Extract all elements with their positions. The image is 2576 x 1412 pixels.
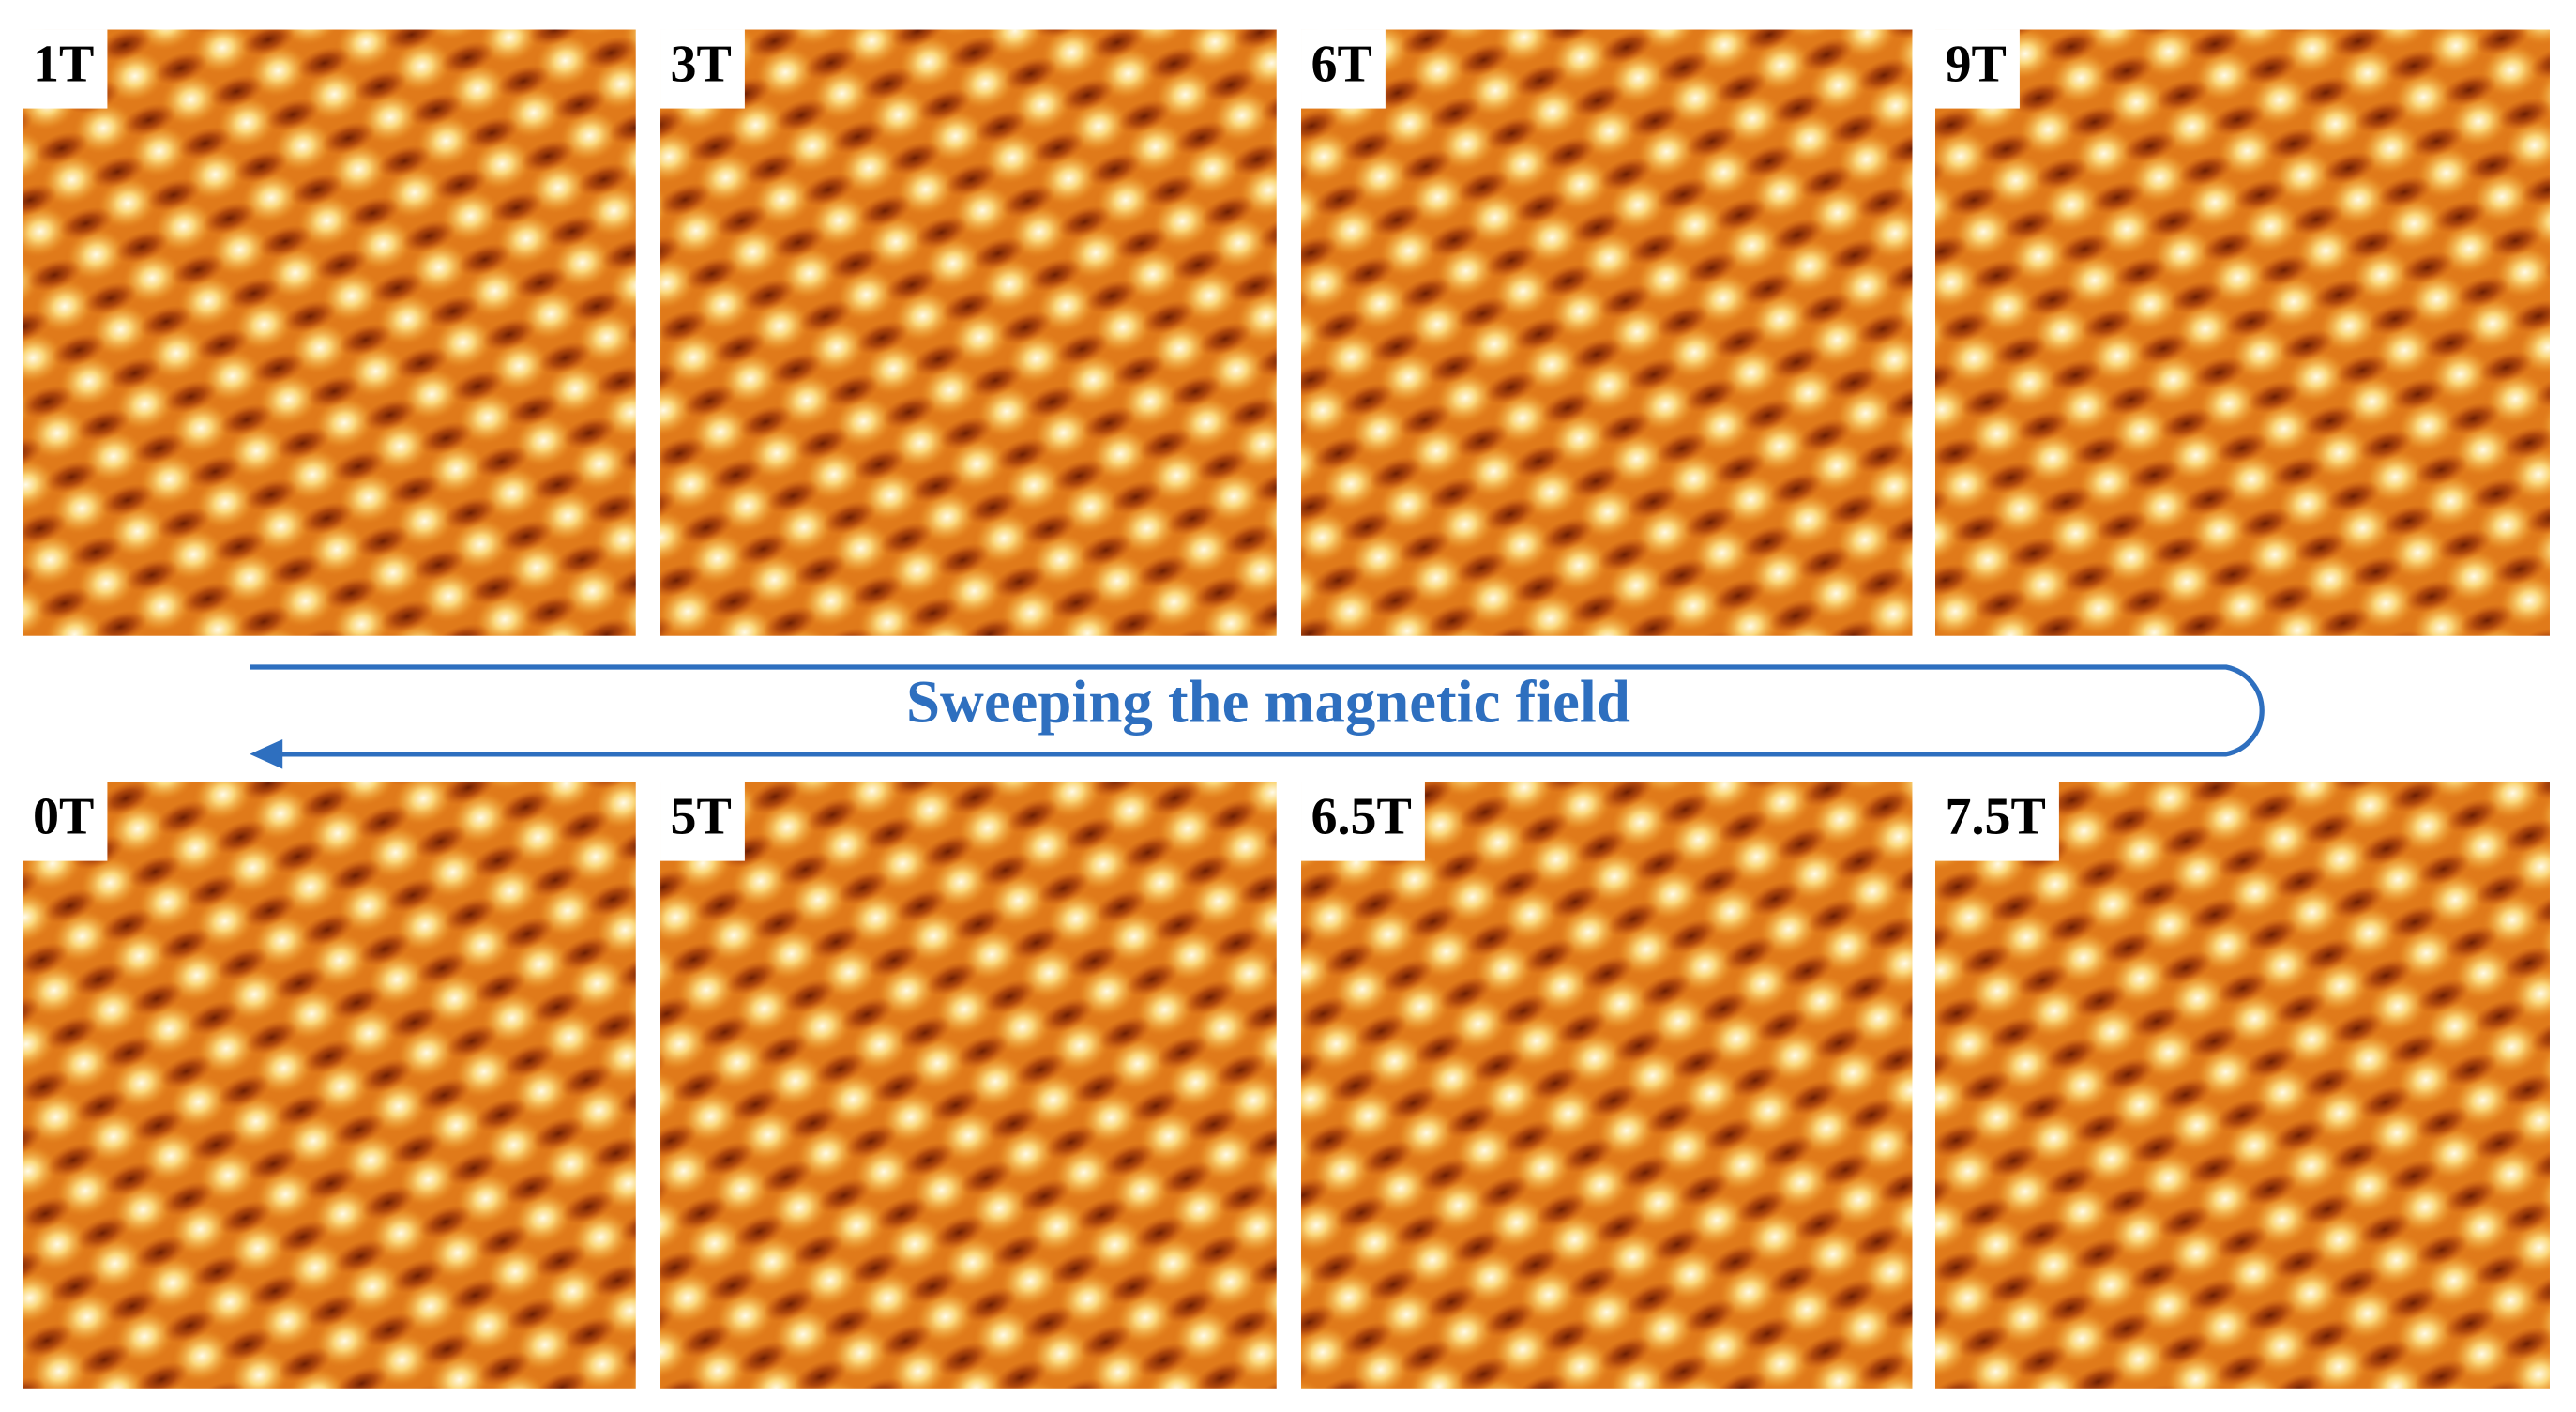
stm-panel: 6.5T <box>1301 782 1913 1389</box>
sweep-caption: Sweeping the magnetic field <box>906 669 1630 736</box>
panel-label: 0T <box>33 787 94 845</box>
stm-image <box>660 29 1277 636</box>
stm-image <box>1935 782 2550 1389</box>
stm-image <box>660 782 1277 1389</box>
stm-image <box>1301 29 1913 636</box>
label-box <box>1301 782 1425 861</box>
stm-panel: 9T <box>1935 29 2550 636</box>
panel-label: 1T <box>33 35 94 93</box>
stm-panel: 7.5T <box>1935 782 2550 1389</box>
stm-panel: 1T <box>23 29 636 636</box>
label-box <box>1301 29 1386 109</box>
panel-label: 9T <box>1946 35 2007 93</box>
panel-label: 5T <box>671 787 732 845</box>
panel-label: 7.5T <box>1946 787 2046 845</box>
stm-image <box>23 29 636 636</box>
panel-label: 3T <box>671 35 732 93</box>
stm-image <box>1301 782 1913 1389</box>
stm-image <box>1935 29 2550 636</box>
label-box <box>1935 29 2020 109</box>
stm-panel: 5T <box>660 782 1277 1389</box>
panel-label: 6.5T <box>1311 787 1412 845</box>
panel-label: 6T <box>1311 35 1372 93</box>
sweep-arrow <box>250 664 2265 769</box>
label-box <box>23 782 108 861</box>
label-box <box>23 29 108 109</box>
stm-panel: 3T <box>660 29 1277 636</box>
stm-image <box>23 782 636 1389</box>
stm-panel: 6T <box>1301 29 1913 636</box>
stm-panel: 0T <box>23 782 636 1389</box>
label-box <box>660 29 745 109</box>
label-box <box>1935 782 2059 861</box>
label-box <box>660 782 745 861</box>
